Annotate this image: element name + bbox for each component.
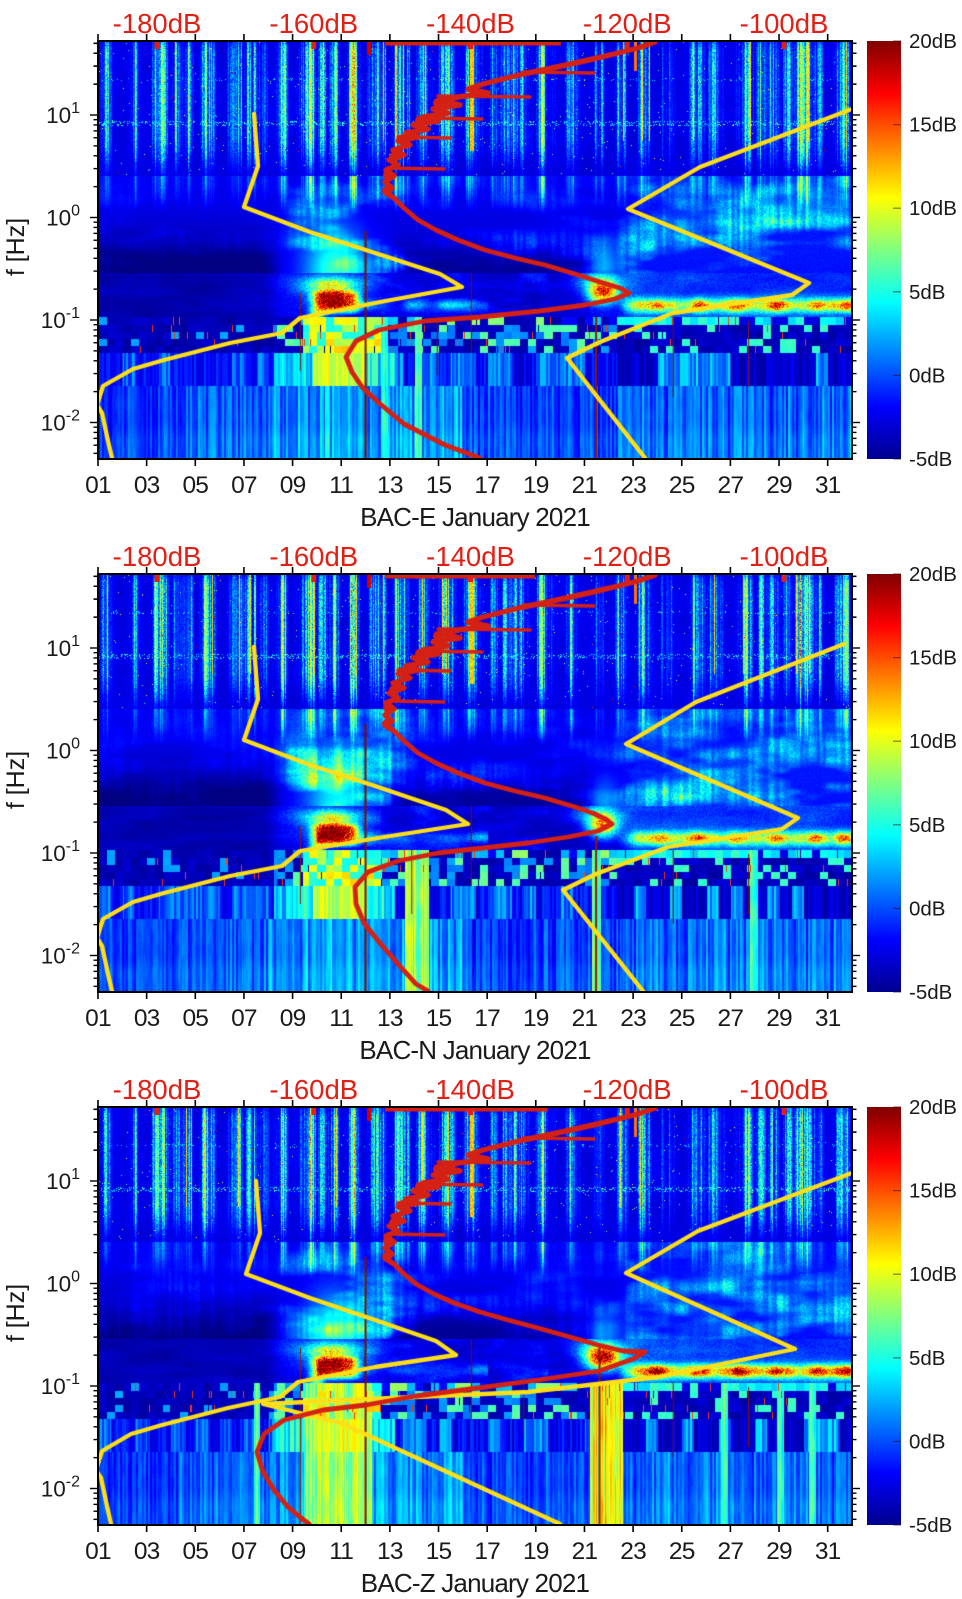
svg-text:31: 31 <box>815 472 841 499</box>
svg-text:21: 21 <box>572 1538 598 1565</box>
svg-text:21: 21 <box>572 472 598 499</box>
svg-text:27: 27 <box>718 1005 744 1032</box>
svg-text:15dB: 15dB <box>909 1180 957 1203</box>
svg-text:03: 03 <box>134 1538 160 1565</box>
svg-text:20dB: 20dB <box>909 30 957 53</box>
svg-text:101: 101 <box>46 1166 80 1194</box>
svg-text:09: 09 <box>280 1538 306 1565</box>
svg-text:17: 17 <box>474 1005 500 1032</box>
svg-text:29: 29 <box>766 1538 792 1565</box>
svg-text:10-2: 10-2 <box>41 940 80 968</box>
svg-text:29: 29 <box>766 1005 792 1032</box>
svg-text:10-2: 10-2 <box>41 1473 80 1501</box>
svg-text:19: 19 <box>523 1538 549 1565</box>
svg-text:-140dB: -140dB <box>426 541 515 572</box>
svg-text:17: 17 <box>474 472 500 499</box>
svg-text:-100dB: -100dB <box>740 8 829 39</box>
svg-text:03: 03 <box>134 1005 160 1032</box>
svg-text:5dB: 5dB <box>909 814 945 837</box>
svg-text:f [Hz]: f [Hz] <box>2 751 30 809</box>
svg-text:10dB: 10dB <box>909 1263 957 1286</box>
svg-text:31: 31 <box>815 1005 841 1032</box>
svg-text:-100dB: -100dB <box>740 1074 829 1105</box>
svg-text:09: 09 <box>280 472 306 499</box>
svg-text:10dB: 10dB <box>909 197 957 220</box>
svg-text:13: 13 <box>377 1538 403 1565</box>
svg-text:05: 05 <box>182 472 208 499</box>
svg-text:27: 27 <box>718 472 744 499</box>
svg-text:-120dB: -120dB <box>583 1074 672 1105</box>
svg-text:05: 05 <box>182 1005 208 1032</box>
svg-text:-160dB: -160dB <box>269 541 358 572</box>
svg-text:5dB: 5dB <box>909 1347 945 1370</box>
svg-text:-5dB: -5dB <box>909 448 952 471</box>
svg-text:-140dB: -140dB <box>426 1074 515 1105</box>
svg-text:11: 11 <box>329 472 353 499</box>
svg-text:-180dB: -180dB <box>113 8 202 39</box>
svg-text:15: 15 <box>426 1538 452 1565</box>
svg-text:f [Hz]: f [Hz] <box>2 1284 30 1342</box>
svg-text:101: 101 <box>46 100 80 128</box>
svg-text:-140dB: -140dB <box>426 8 515 39</box>
svg-text:-5dB: -5dB <box>909 981 952 1004</box>
svg-text:-100dB: -100dB <box>740 541 829 572</box>
svg-text:25: 25 <box>669 1005 695 1032</box>
svg-text:-180dB: -180dB <box>113 541 202 572</box>
svg-text:BAC-Z January 2021: BAC-Z January 2021 <box>361 1568 590 1598</box>
svg-text:15: 15 <box>426 472 452 499</box>
svg-text:21: 21 <box>572 1005 598 1032</box>
svg-text:17: 17 <box>474 1538 500 1565</box>
svg-text:101: 101 <box>46 633 80 661</box>
svg-text:15: 15 <box>426 1005 452 1032</box>
svg-text:-120dB: -120dB <box>583 541 672 572</box>
svg-text:19: 19 <box>523 1005 549 1032</box>
svg-text:11: 11 <box>329 1005 353 1032</box>
svg-text:-160dB: -160dB <box>269 8 358 39</box>
svg-text:07: 07 <box>231 472 257 499</box>
svg-text:13: 13 <box>377 1005 403 1032</box>
svg-text:01: 01 <box>85 472 111 499</box>
svg-text:20dB: 20dB <box>909 1096 957 1119</box>
svg-text:10-1: 10-1 <box>41 305 80 333</box>
svg-text:100: 100 <box>46 735 80 763</box>
svg-text:15dB: 15dB <box>909 114 957 137</box>
svg-text:19: 19 <box>523 472 549 499</box>
svg-text:5dB: 5dB <box>909 281 945 304</box>
svg-text:BAC-E January 2021: BAC-E January 2021 <box>360 502 590 532</box>
svg-text:-5dB: -5dB <box>909 1514 952 1537</box>
svg-text:0dB: 0dB <box>909 364 945 387</box>
svg-text:11: 11 <box>329 1538 353 1565</box>
svg-text:10-2: 10-2 <box>41 407 80 435</box>
svg-text:03: 03 <box>134 472 160 499</box>
svg-text:09: 09 <box>280 1005 306 1032</box>
svg-text:25: 25 <box>669 472 695 499</box>
svg-text:f [Hz]: f [Hz] <box>2 218 30 276</box>
svg-text:01: 01 <box>85 1005 111 1032</box>
svg-text:0dB: 0dB <box>909 1430 945 1453</box>
svg-text:31: 31 <box>815 1538 841 1565</box>
svg-text:10dB: 10dB <box>909 730 957 753</box>
svg-text:0dB: 0dB <box>909 897 945 920</box>
svg-text:27: 27 <box>718 1538 744 1565</box>
svg-text:05: 05 <box>182 1538 208 1565</box>
svg-text:-120dB: -120dB <box>583 8 672 39</box>
svg-text:10-1: 10-1 <box>41 1371 80 1399</box>
svg-text:25: 25 <box>669 1538 695 1565</box>
svg-text:-160dB: -160dB <box>269 1074 358 1105</box>
svg-text:20dB: 20dB <box>909 563 957 586</box>
svg-text:-180dB: -180dB <box>113 1074 202 1105</box>
svg-text:29: 29 <box>766 472 792 499</box>
svg-text:BAC-N January 2021: BAC-N January 2021 <box>359 1035 591 1065</box>
svg-text:13: 13 <box>377 472 403 499</box>
svg-text:23: 23 <box>620 472 646 499</box>
svg-text:01: 01 <box>85 1538 111 1565</box>
svg-text:100: 100 <box>46 202 80 230</box>
svg-text:10-1: 10-1 <box>41 838 80 866</box>
svg-text:15dB: 15dB <box>909 647 957 670</box>
svg-text:100: 100 <box>46 1268 80 1296</box>
svg-text:07: 07 <box>231 1538 257 1565</box>
svg-text:23: 23 <box>620 1005 646 1032</box>
svg-text:07: 07 <box>231 1005 257 1032</box>
svg-text:23: 23 <box>620 1538 646 1565</box>
